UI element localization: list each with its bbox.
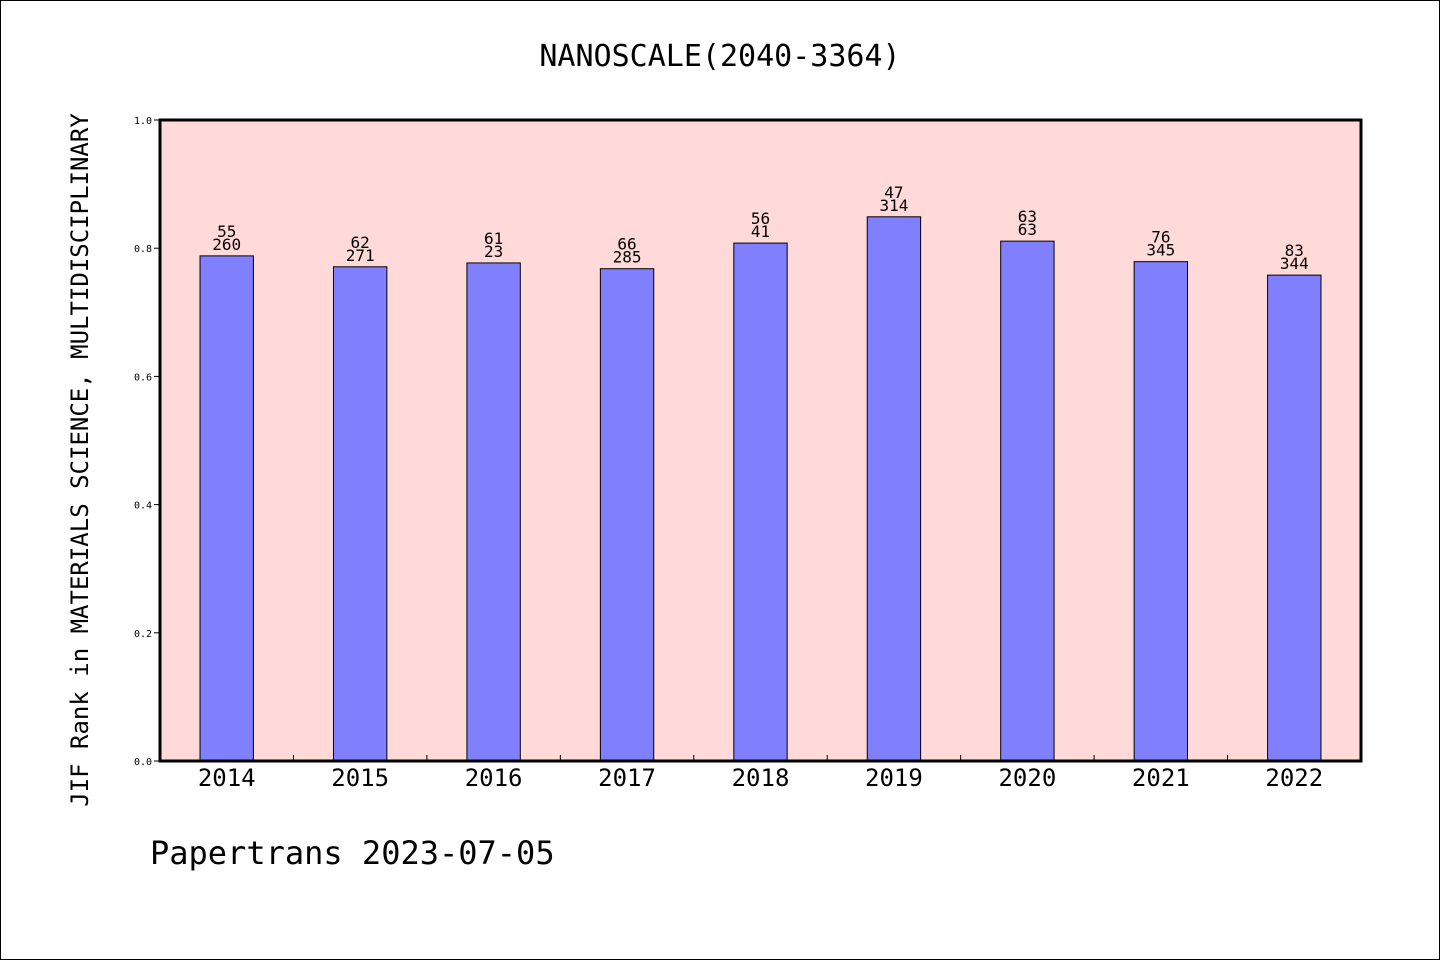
bar-2020 [1000, 240, 1055, 762]
bar-total-label: 41 [751, 222, 770, 241]
x-tick-label: 2021 [1132, 764, 1190, 792]
y-tick-label: 0.4 [134, 501, 152, 512]
bar-total-label: 271 [346, 246, 375, 265]
bar-total-label: 314 [879, 196, 908, 215]
bar-2022 [1267, 274, 1322, 762]
bar-rank-label: 47 [884, 183, 903, 202]
x-tick-label: 2016 [465, 764, 523, 792]
y-tick-label: 0.0 [134, 757, 152, 768]
bar-total-label: 260 [212, 235, 241, 254]
bar-2018 [733, 242, 788, 762]
x-tick-label: 2017 [598, 764, 656, 792]
x-axis: 2014 2015 2016 2017 2018 2019 2020 2021 2022 [198, 755, 1323, 792]
bar-2016 [466, 262, 521, 762]
y-tick-label: 0.8 [134, 244, 152, 255]
bar-total-label: 345 [1146, 241, 1175, 260]
chart-title: NANOSCALE(2040-3364) [539, 39, 900, 74]
bar-2019 [866, 216, 922, 762]
bar-total-label: 23 [484, 242, 503, 261]
bar-rank-label: 61 [484, 229, 503, 248]
bar-rank-label: 63 [1018, 207, 1037, 226]
x-tick-label: 2018 [732, 764, 790, 792]
bars [199, 216, 1322, 762]
y-tick-label: 0.6 [134, 372, 152, 383]
bar-total-label: 344 [1280, 254, 1309, 273]
bar-rank-label: 76 [1151, 228, 1170, 247]
bar-rank-label: 83 [1285, 241, 1304, 260]
bar-rank-label: 66 [617, 235, 636, 254]
y-axis-label: JIF Rank in MATERIALS SCIENCE, MULTIDISC… [66, 113, 94, 807]
footer-text: Papertrans 2023-07-05 [150, 834, 555, 872]
y-axis: 0.0 0.2 0.4 0.6 0.8 1.0 [134, 116, 160, 768]
bar-2014 [199, 255, 254, 762]
bar-rank-label: 56 [751, 209, 770, 228]
x-tick-label: 2022 [1265, 764, 1323, 792]
bar-rank-label: 62 [351, 233, 370, 252]
bar-2017 [599, 268, 655, 762]
bar-total-label: 285 [613, 248, 642, 267]
x-tick-label: 2015 [331, 764, 389, 792]
bar-rank-label: 55 [217, 222, 236, 241]
bar-2021 [1133, 261, 1189, 762]
bar-total-label: 63 [1018, 220, 1037, 239]
y-tick-label: 1.0 [134, 116, 152, 127]
x-tick-label: 2019 [865, 764, 923, 792]
bar-2015 [332, 266, 388, 762]
x-tick-label: 2020 [998, 764, 1056, 792]
x-tick-label: 2014 [198, 764, 256, 792]
plot-border [158, 118, 1363, 763]
y-tick-label: 0.2 [134, 629, 152, 640]
